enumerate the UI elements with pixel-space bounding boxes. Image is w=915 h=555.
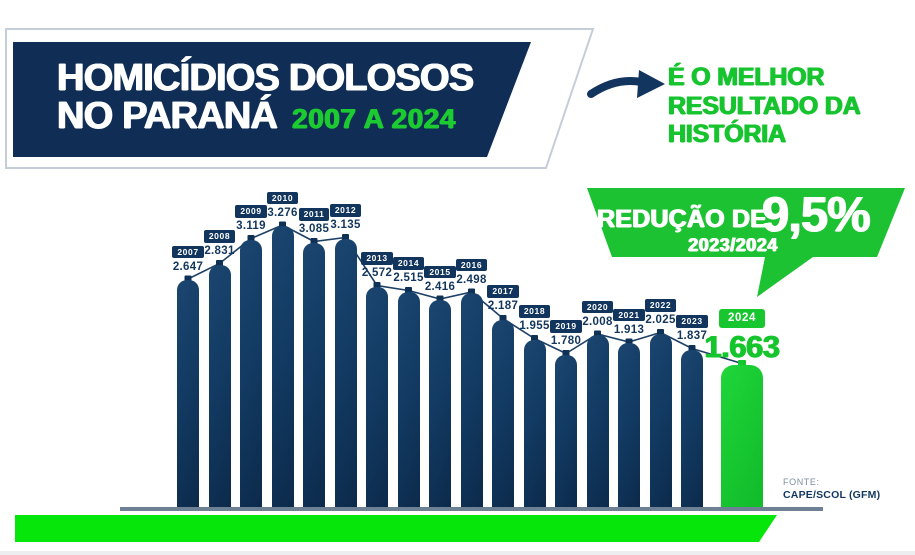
bar-2017 <box>492 319 514 507</box>
bar-2014 <box>397 291 420 507</box>
header-banner <box>13 42 531 157</box>
year-label-2011: 2011 <box>298 208 330 221</box>
header-banner-shapes <box>5 28 595 169</box>
source-value: CAPE/SCOL (GFM) <box>783 488 881 501</box>
bar-2021 <box>618 343 640 507</box>
value-label-2010: 3.276 <box>267 206 298 219</box>
title-range: 2007 A 2024 <box>292 103 456 134</box>
bar-2013 <box>366 286 388 507</box>
reduction-badge-shape <box>587 188 905 297</box>
arrow-right-icon <box>587 70 665 98</box>
bar-2010 <box>271 226 294 507</box>
bar-2012 <box>334 238 357 507</box>
callout-line-3: HISTÓRIA <box>668 120 786 148</box>
bar-labels-2024: 2024 1.663 <box>682 309 802 362</box>
source-note: FONTE: CAPE/SCOL (GFM) <box>783 477 880 501</box>
bar-2020 <box>586 335 609 507</box>
year-label-2010: 2010 <box>266 191 299 205</box>
bottom-green-strip <box>15 515 777 542</box>
title-line-1: HOMICÍDIOS DOLOSOS <box>57 57 474 99</box>
bar-2007 <box>177 280 199 507</box>
bar-2015 <box>429 300 451 507</box>
bottom-edge-shade <box>0 551 915 555</box>
source-label: FONTE: <box>783 477 820 487</box>
reduction-label: REDUÇÃO DE <box>597 205 768 233</box>
value-label-2019: 1.780 <box>550 335 582 348</box>
best-result-callout: É O MELHOR RESULTADO DA HISTÓRIA <box>668 63 861 149</box>
bar-2016 <box>460 293 483 507</box>
bar-2023 <box>681 349 703 507</box>
callout-line-2: RESULTADO DA <box>668 91 861 120</box>
x-axis-line <box>120 507 823 511</box>
title-line-2: NO PARANÁ <box>57 95 278 137</box>
bar-2024 <box>721 364 763 507</box>
year-label-2009: 2009 <box>235 205 267 218</box>
bar-2022 <box>649 333 672 507</box>
bar-2018 <box>523 339 546 507</box>
reduction-percent: 9,5% <box>762 188 871 242</box>
bar-2019 <box>555 354 577 507</box>
bar-2009 <box>240 239 262 507</box>
page-title: HOMICÍDIOS DOLOSOS NO PARANÁ 2007 A 2024 <box>57 57 474 138</box>
bar-2008 <box>208 264 231 507</box>
reduction-period: 2023/2024 <box>688 235 778 255</box>
bar-2011 <box>303 242 325 507</box>
year-label-2012: 2012 <box>329 204 362 217</box>
bar-labels-2010: 2010 3.276 <box>243 191 323 220</box>
value-label-2024: 1.663 <box>704 328 780 364</box>
year-label-2024: 2024 <box>719 309 765 328</box>
callout-line-1: É O MELHOR <box>668 63 825 91</box>
